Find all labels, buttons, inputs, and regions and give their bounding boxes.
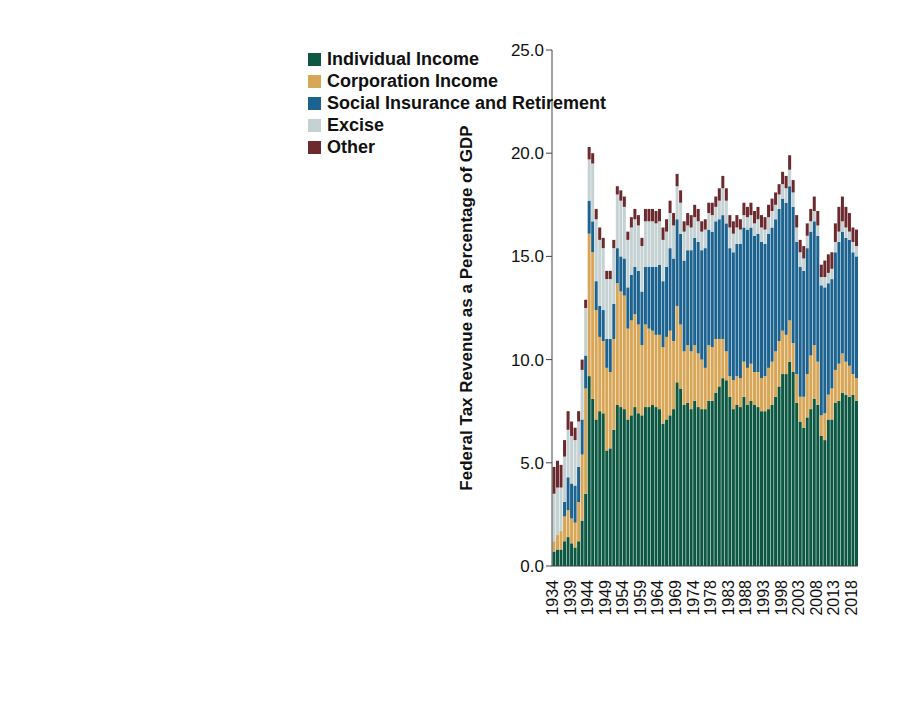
html-text:Corporation Income: Corporation Income <box>327 71 498 91</box>
svg-text:1959: 1959 <box>632 580 649 616</box>
svg-text:2013: 2013 <box>825 580 842 616</box>
svg-text:1944: 1944 <box>579 580 596 616</box>
svg-text:1978: 1978 <box>702 580 719 616</box>
svg-text:1969: 1969 <box>667 580 684 616</box>
svg-text:1964: 1964 <box>649 580 666 616</box>
svg-text:1974: 1974 <box>685 580 702 616</box>
svg-text:1993: 1993 <box>755 580 772 616</box>
svg-text:1934: 1934 <box>544 580 561 616</box>
svg-text:2008: 2008 <box>808 580 825 616</box>
svg-text:1988: 1988 <box>737 580 754 616</box>
svg-text:10.0: 10.0 <box>511 351 544 370</box>
html-text:Excise: Excise <box>327 115 385 135</box>
html-text:Individual Income: Individual Income <box>327 49 479 69</box>
svg-text:1954: 1954 <box>614 580 631 616</box>
html-text:Other: Other <box>327 137 375 157</box>
svg-text:Federal Tax Revenue as a Perce: Federal Tax Revenue as a Percentage of G… <box>457 125 476 490</box>
svg-text:1983: 1983 <box>720 580 737 616</box>
html-text:Social Insurance and Retiremen: Social Insurance and Retirement <box>327 93 607 113</box>
svg-text:1939: 1939 <box>562 580 579 616</box>
svg-text:2003: 2003 <box>790 580 807 616</box>
svg-text:15.0: 15.0 <box>511 247 544 266</box>
svg-text:25.0: 25.0 <box>511 41 544 60</box>
svg-text:20.0: 20.0 <box>511 144 544 163</box>
svg-text:1998: 1998 <box>773 580 790 616</box>
svg-text:0.0: 0.0 <box>520 557 544 576</box>
svg-text:2018: 2018 <box>843 580 860 616</box>
svg-text:1949: 1949 <box>597 580 614 616</box>
svg-text:5.0: 5.0 <box>520 454 544 473</box>
